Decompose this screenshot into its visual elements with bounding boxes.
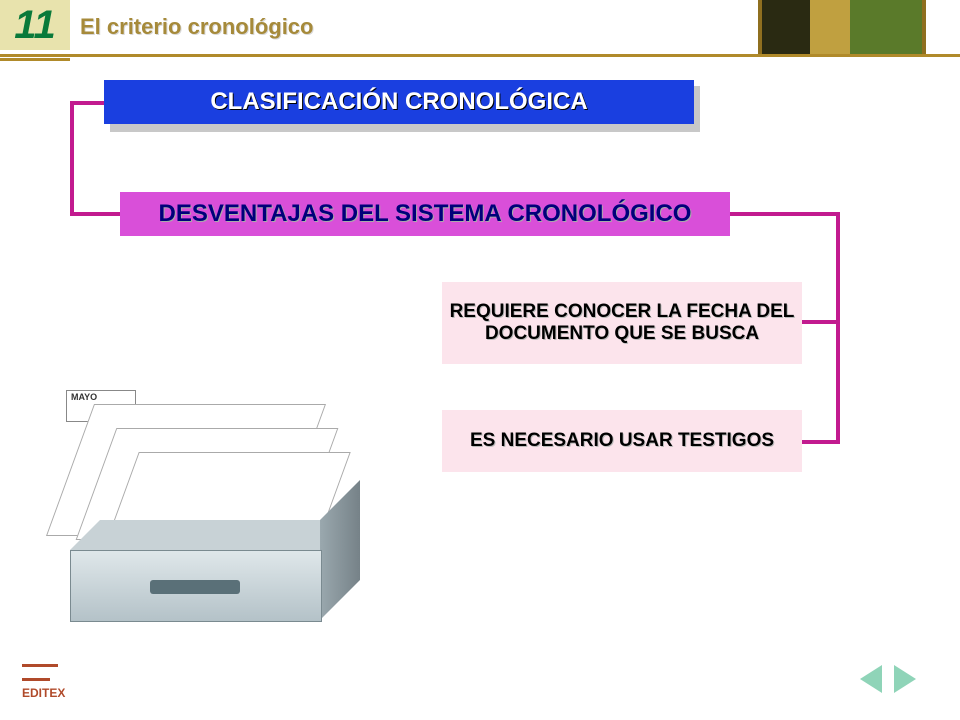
connector-1h-bot	[70, 212, 120, 216]
next-button[interactable]	[894, 665, 916, 693]
detail-box-1: REQUIERE CONOCER LA FECHA DEL DOCUMENTO …	[442, 282, 802, 364]
drawer-top	[70, 520, 350, 550]
connector-2h-a	[800, 320, 838, 324]
detail-box-2: ES NECESARIO USAR TESTIGOS	[442, 410, 802, 472]
sub-heading-box: DESVENTAJAS DEL SISTEMA CRONOLÓGICO	[120, 192, 730, 236]
header-rule-accent	[0, 58, 70, 61]
header-image	[758, 0, 926, 54]
connector-1v	[70, 101, 74, 216]
logo-bar-icon	[22, 678, 50, 681]
slide-number-box: 11	[0, 0, 70, 50]
publisher-logo: EDITEX	[22, 658, 65, 700]
detail-text-1: REQUIERE CONOCER LA FECHA DEL DOCUMENTO …	[442, 301, 802, 345]
detail-text-2: ES NECESARIO USAR TESTIGOS	[470, 430, 774, 452]
main-heading-box: CLASIFICACIÓN CRONOLÓGICA	[104, 80, 694, 124]
prev-button[interactable]	[860, 665, 882, 693]
drawer-handle	[150, 580, 240, 594]
nav-controls	[856, 665, 920, 698]
publisher-name: EDITEX	[22, 686, 65, 700]
connector-1h-top	[70, 101, 104, 105]
connector-2v	[836, 212, 840, 442]
filing-drawer-illustration: MAYO ABRIL MARZO FEBRERO ENERO 2010	[30, 380, 370, 640]
slide: 11 El criterio cronológico CLASIFICACIÓN…	[0, 0, 960, 720]
connector-2h-top	[730, 212, 840, 216]
connector-2h-b	[800, 440, 840, 444]
header-rule	[0, 54, 960, 57]
slide-title: El criterio cronológico	[80, 14, 313, 40]
logo-bar-icon	[22, 664, 58, 667]
